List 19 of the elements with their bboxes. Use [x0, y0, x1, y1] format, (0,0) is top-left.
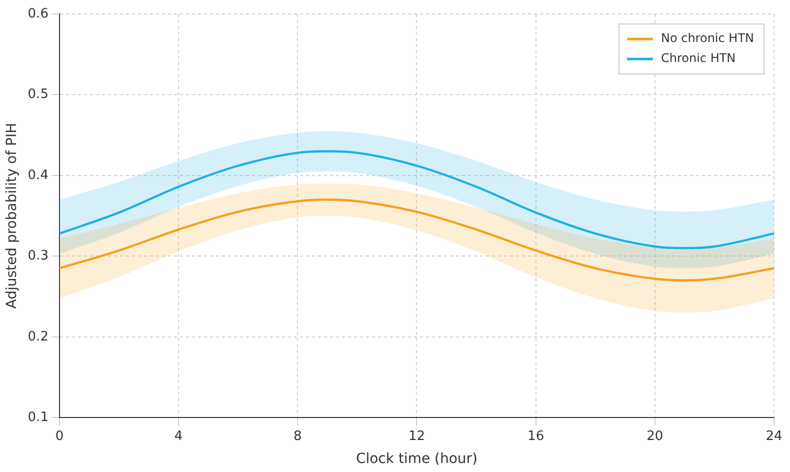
y-tick-label: 0.1 [28, 410, 48, 425]
x-tick-label: 8 [294, 428, 302, 444]
x-tick-label: 20 [646, 428, 664, 444]
y-tick-label: 0.6 [28, 6, 48, 22]
legend-label: Chronic HTN [660, 51, 736, 66]
x-tick-label: 16 [528, 428, 544, 444]
x-tick-label: 0 [55, 428, 64, 444]
x-tick-label: 12 [408, 428, 426, 444]
y-axis-title: Adjusted probability of PIH [4, 122, 20, 309]
line-series [59, 198, 774, 282]
x-tick-label: 4 [174, 428, 183, 444]
y-tick-label: 0.4 [28, 168, 48, 183]
y-tick-label: 0.3 [28, 248, 48, 264]
y-tick-label: 0.2 [28, 329, 48, 344]
line-series [59, 150, 774, 250]
legend-label: No chronic HTN [660, 31, 754, 46]
x-axis-title: Clock time (hour) [356, 451, 478, 468]
y-tick-label: 0.5 [28, 87, 48, 102]
x-tick-label: 24 [766, 428, 782, 444]
